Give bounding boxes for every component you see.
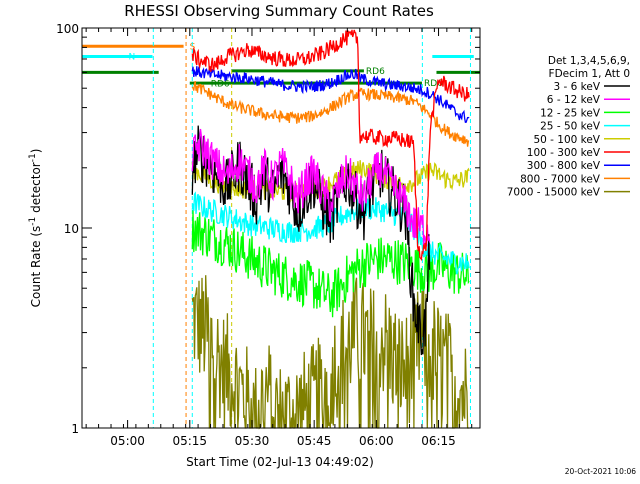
x-axis-ticks: 05:00 05:15 05:30 05:45 06:00 06:15: [85, 28, 473, 448]
y-axis-label-part: Count Rate (s: [29, 226, 43, 308]
series-line-100-300-kev: [191, 29, 470, 262]
flag-label-n: N: [128, 53, 135, 63]
x-tick-label: 05:15: [172, 434, 207, 448]
series-line-800-7000-kev: [191, 81, 470, 147]
series-line-3-6-kev: [191, 125, 431, 356]
flag-label-rd6: RD6: [424, 79, 443, 89]
x-axis-label: Start Time (02-Jul-13 04:49:02): [186, 455, 374, 469]
legend-entry-label: 7000 - 15000 keV: [507, 187, 601, 199]
series-line-6-12-kev: [191, 128, 431, 247]
y-axis-label-part: ): [29, 149, 43, 154]
legend-entry-label: 100 - 300 keV: [527, 147, 601, 159]
y-tick-label: 1: [71, 422, 79, 436]
x-tick-label: 06:15: [421, 434, 456, 448]
legend: Det 1,3,4,5,6,9, FDecim 1, Att 0 3 - 6 k…: [507, 55, 630, 199]
x-tick-label: 06:00: [359, 434, 394, 448]
legend-header-line: FDecim 1, Att 0: [549, 68, 630, 80]
y-axis-label-superscript: -1: [28, 217, 38, 226]
series-line-50-100-kev: [191, 159, 470, 203]
flag-label-rd6: RD6: [366, 67, 385, 77]
chart-title: RHESSI Observing Summary Count Rates: [124, 2, 434, 20]
y-tick-label: 100: [56, 22, 79, 36]
legend-entry-label: 6 - 12 keV: [547, 94, 601, 106]
x-tick-label: 05:45: [297, 434, 332, 448]
series-line-12-25-kev: [191, 210, 470, 318]
series-layer: [191, 29, 470, 430]
flag-label-s: S: [190, 42, 196, 52]
legend-entry-label: 300 - 800 keV: [527, 160, 601, 172]
y-axis-label: Count Rate (s-1 detector-1): [28, 149, 43, 308]
y-axis-label-part: detector: [29, 162, 43, 217]
legend-entry-label: 50 - 100 keV: [533, 134, 600, 146]
plot-area: SNRD6RD6RD6 05:0005:1505:3005:4506:0006:…: [56, 22, 481, 448]
x-tick-label: 05:30: [235, 434, 270, 448]
y-axis-ticks: 1 10 100: [56, 22, 480, 436]
y-tick-label: 10: [64, 222, 79, 236]
series-line-300-800-kev: [191, 66, 470, 124]
legend-entry-label: 25 - 50 keV: [540, 121, 601, 133]
y-axis-label-superscript: -1: [28, 153, 38, 162]
x-tick-label: 05:00: [110, 434, 145, 448]
legend-entry-label: 12 - 25 keV: [540, 107, 601, 119]
legend-header-line: Det 1,3,4,5,6,9,: [548, 55, 630, 67]
legend-entry-label: 800 - 7000 keV: [520, 173, 601, 185]
generation-timestamp: 20-Oct-2021 10:06: [565, 467, 636, 476]
legend-entry-label: 3 - 6 keV: [553, 81, 600, 93]
